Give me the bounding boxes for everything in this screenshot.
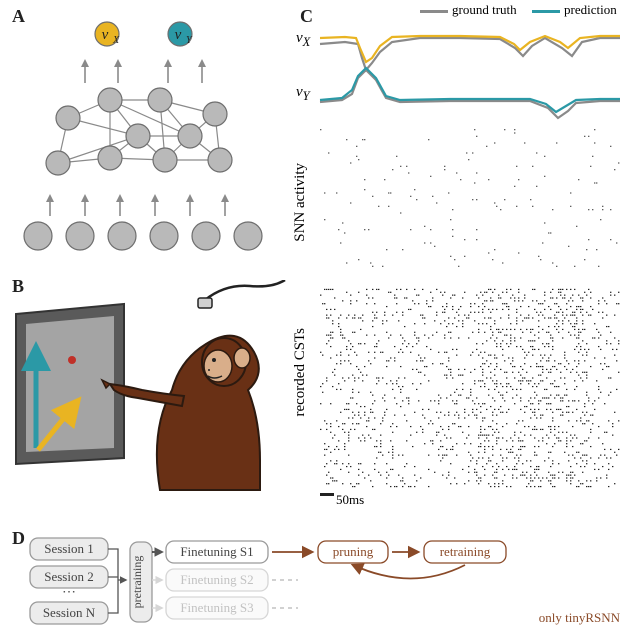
panel-c: ground truth prediction vX vY SNN activi… xyxy=(300,8,632,518)
panel-c-svg xyxy=(300,8,632,518)
svg-text:Session N: Session N xyxy=(43,605,96,620)
svg-text:pruning: pruning xyxy=(333,544,374,559)
svg-text:retraining: retraining xyxy=(440,544,491,559)
legend-pred: prediction xyxy=(532,2,617,18)
vx-label: vX xyxy=(296,30,310,50)
panel-a-svg: vXvY xyxy=(10,8,290,268)
cst-label: recorded CSTs xyxy=(292,328,309,417)
svg-text:pretraining: pretraining xyxy=(130,556,144,609)
legend-gt: ground truth xyxy=(420,2,517,18)
svg-text:Finetuning S2: Finetuning S2 xyxy=(180,572,253,587)
vy-label: vY xyxy=(296,84,310,104)
panel-a: vXvY xyxy=(10,8,290,268)
svg-text:X: X xyxy=(112,35,120,46)
scalebar-label: 50ms xyxy=(336,492,364,508)
svg-text:v: v xyxy=(175,27,182,43)
panel-b-svg xyxy=(10,280,290,500)
legend-pred-text: prediction xyxy=(564,2,617,17)
panel-d-svg: Session 1 Session 2⋯ Session N pretraining F… xyxy=(10,530,630,630)
svg-text:⋯: ⋯ xyxy=(62,585,76,600)
svg-text:v: v xyxy=(102,27,109,43)
panel-b xyxy=(10,280,290,500)
svg-text:Session 1: Session 1 xyxy=(44,541,93,556)
panel-d: Session 1 Session 2⋯ Session N pretraining F… xyxy=(10,530,630,630)
svg-text:only tinyRSNN: only tinyRSNN xyxy=(539,610,621,625)
legend-gt-text: ground truth xyxy=(452,2,517,17)
snn-label: SNN activity xyxy=(292,163,309,242)
svg-text:Finetuning S1: Finetuning S1 xyxy=(180,544,253,559)
svg-text:Finetuning S3: Finetuning S3 xyxy=(180,600,253,615)
svg-text:Session 2: Session 2 xyxy=(44,569,93,584)
